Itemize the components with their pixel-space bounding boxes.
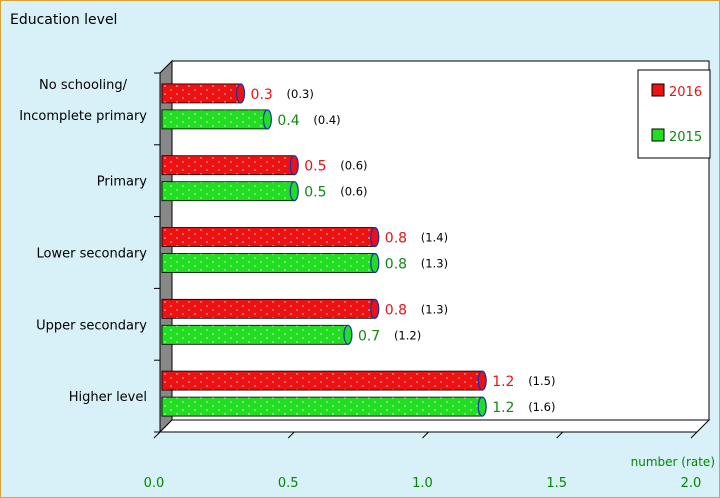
rate-label-series-2016: (1.3) — [421, 302, 448, 316]
bar-cap-series-2015 — [370, 252, 380, 274]
value-label-series-2016: 0.8 — [385, 302, 407, 318]
category-label: Upper secondary — [36, 318, 147, 333]
bar-series-2015 — [161, 181, 295, 202]
x-axis-tick — [422, 431, 429, 439]
value-label-series-2016: 0.5 — [304, 159, 326, 175]
bar-cap-series-2015 — [289, 181, 299, 202]
category-label: Lower secondary — [37, 247, 148, 262]
bar-series-2016 — [161, 227, 376, 247]
bar-cap-series-2016 — [477, 370, 487, 391]
bar-cap-series-2015 — [477, 396, 487, 417]
x-axis-tick — [690, 431, 698, 439]
bar-series-2016 — [161, 155, 295, 176]
value-label-series-2015: 1.2 — [492, 400, 514, 416]
x-tick-label: 1.5 — [546, 476, 567, 491]
legend-box — [637, 69, 711, 159]
bar-cap-series-2016 — [370, 298, 380, 319]
value-label-series-2015: 0.8 — [385, 257, 407, 273]
value-label-series-2016: 0.8 — [385, 231, 407, 247]
bar-cap-series-2016 — [370, 226, 380, 248]
category-label: Higher level — [69, 390, 147, 405]
bar-cap-series-2016 — [289, 155, 299, 176]
bar-series-2015 — [161, 253, 376, 273]
bar-cap-series-2016 — [235, 83, 246, 104]
legend-swatch-2016 — [651, 83, 665, 97]
bar-series-2016 — [161, 83, 241, 104]
category-label: Primary — [97, 175, 148, 190]
x-axis-tick — [153, 431, 161, 439]
x-tick-label: 2.0 — [681, 476, 702, 491]
legend-label-2015: 2015 — [669, 130, 702, 145]
value-label-series-2015: 0.7 — [358, 328, 380, 344]
bar-cap-series-2015 — [343, 324, 353, 345]
rate-label-series-2016: (1.5) — [528, 374, 555, 388]
legend-swatch-2015 — [651, 128, 665, 142]
value-label-series-2016: 0.3 — [251, 87, 273, 103]
x-tick-label: 0.0 — [144, 476, 165, 491]
x-tick-label: 1.0 — [412, 476, 433, 491]
chart-title: Education level — [10, 12, 117, 28]
x-axis-tick — [287, 431, 295, 439]
value-label-series-2015: 0.4 — [277, 113, 299, 129]
rate-label-series-2016: (1.4) — [421, 231, 448, 245]
bar-cap-series-2015 — [262, 109, 272, 130]
category-label: No schooling/Incomplete primary — [19, 78, 147, 124]
legend-label-2016: 2016 — [669, 85, 702, 100]
rate-label-series-2016: (0.3) — [287, 87, 314, 101]
rate-label-series-2015: (1.2) — [394, 328, 421, 342]
rate-label-series-2015: (1.6) — [528, 400, 555, 414]
x-axis-label: number (rate) — [631, 455, 715, 469]
bar-series-2015 — [161, 396, 483, 417]
value-label-series-2016: 1.2 — [492, 374, 514, 390]
x-axis-tick — [556, 431, 564, 439]
value-label-series-2015: 0.5 — [304, 185, 326, 201]
rate-label-series-2015: (1.3) — [421, 257, 448, 271]
plot-floor — [158, 419, 711, 433]
rate-label-series-2016: (0.6) — [340, 159, 367, 173]
rate-label-series-2015: (0.6) — [340, 185, 367, 199]
rate-label-series-2015: (0.4) — [313, 113, 340, 127]
x-tick-label: 0.5 — [278, 476, 299, 491]
bar-series-2015 — [161, 324, 349, 345]
bar-series-2016 — [161, 370, 483, 391]
bar-series-2016 — [161, 298, 376, 319]
bar-series-2015 — [161, 109, 268, 130]
